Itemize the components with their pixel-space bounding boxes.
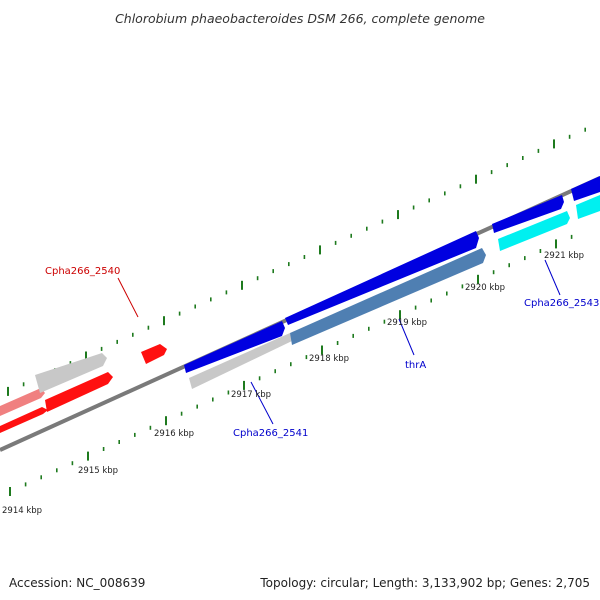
kbp-label-2920: 2920 kbp	[465, 283, 505, 293]
label-cpha266-2543[interactable]: Cpha266_2543	[524, 298, 599, 309]
leader-cpha266-2540	[117, 277, 139, 318]
topology-text: Topology: circular; Length: 3,133,902 bp…	[260, 576, 590, 590]
kbp-label-2915: 2915 kbp	[78, 466, 118, 476]
leader-cpha266-2541	[250, 381, 274, 425]
label-cpha266-2541[interactable]: Cpha266_2541	[233, 428, 308, 439]
gene-forward-blue-c[interactable]	[492, 195, 564, 233]
outer-tick-track	[7, 127, 587, 396]
leader-thra	[398, 318, 415, 356]
inner-tick-track	[9, 234, 573, 496]
kbp-label-2917: 2917 kbp	[231, 390, 271, 400]
kbp-label-2916: 2916 kbp	[154, 429, 194, 439]
gene-forward-blue-b[interactable]	[285, 231, 479, 325]
gene-cpha266-2541-grey[interactable]	[189, 333, 292, 389]
gene-thra[interactable]	[290, 248, 486, 345]
map-title: Chlorobium phaeobacteroides DSM 266, com…	[115, 11, 485, 26]
gene-forward-blue-d[interactable]	[571, 176, 600, 201]
label-cpha266-2540[interactable]: Cpha266_2540	[45, 266, 120, 277]
gene-reverse-red-inner[interactable]	[45, 372, 113, 412]
leader-cpha266-2543	[544, 259, 561, 296]
kbp-label-2914: 2914 kbp	[2, 506, 42, 516]
gene-reverse-red-outer[interactable]	[0, 407, 48, 433]
gene-cpha266-2543[interactable]	[498, 211, 570, 251]
kbp-label-2919: 2919 kbp	[387, 318, 427, 328]
gene-cyan-right[interactable]	[576, 195, 600, 219]
accession-text: Accession: NC_008639	[9, 576, 146, 590]
label-thra[interactable]: thrA	[405, 360, 426, 371]
kbp-label-2918: 2918 kbp	[309, 354, 349, 364]
gene-forward-blue-a[interactable]	[184, 321, 285, 373]
gene-grey-left[interactable]	[35, 353, 107, 393]
kbp-label-2921: 2921 kbp	[544, 251, 584, 261]
gene-reverse-pink[interactable]	[0, 388, 45, 416]
gene-cpha266-2540[interactable]	[141, 344, 167, 364]
